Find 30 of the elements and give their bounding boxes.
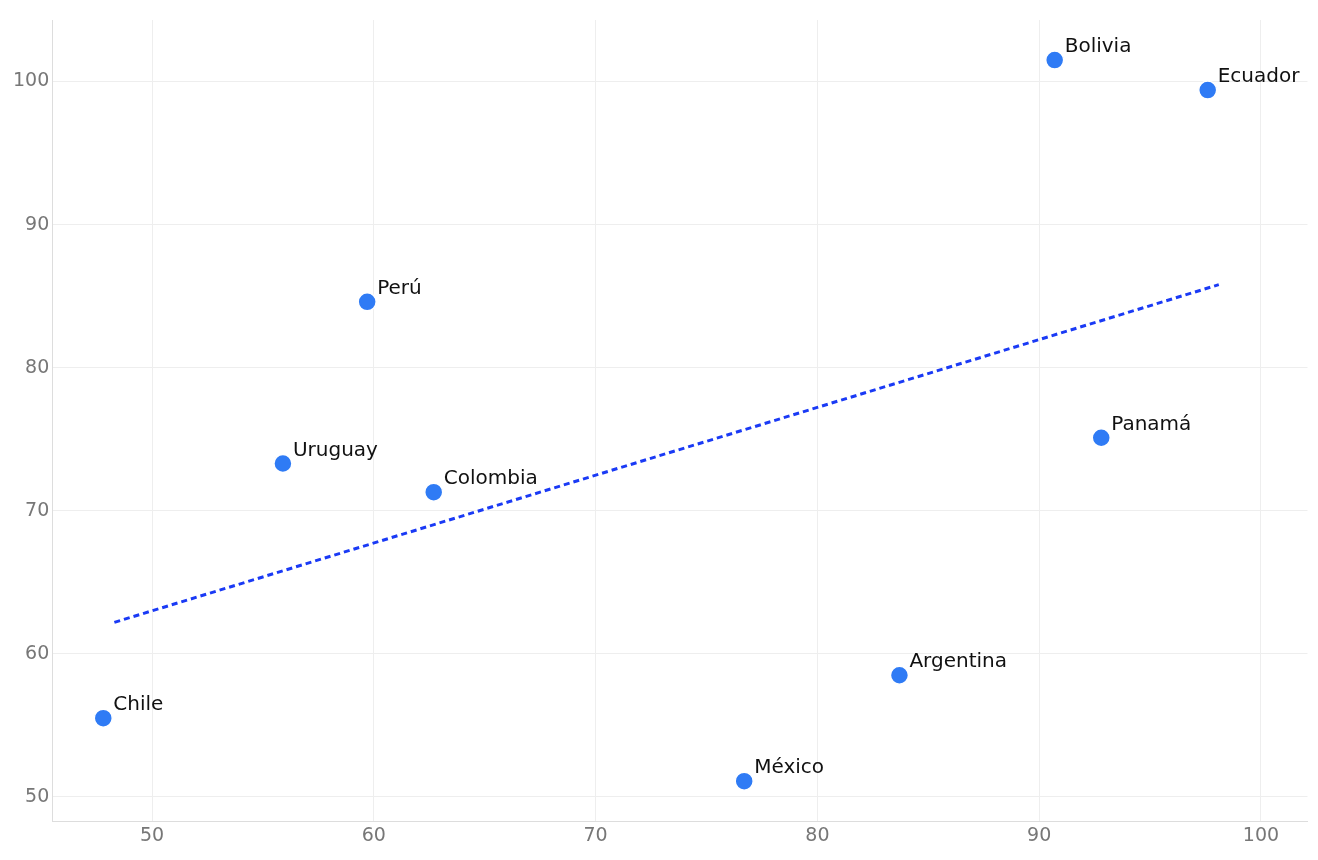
point [734, 771, 754, 791]
annotation: Colombia [443, 465, 538, 490]
point [889, 665, 910, 686]
y-tick-label: 70 [25, 497, 50, 520]
point [357, 292, 377, 312]
annotation: Uruguay [292, 436, 379, 461]
annotation: Argentina [909, 648, 1007, 673]
x-tick-label: 90 [1027, 822, 1052, 845]
y-tick-label: 90 [25, 211, 50, 234]
annotation: Bolivia [1064, 33, 1132, 58]
annotation: Chile [113, 691, 164, 716]
y-tick-label: 50 [25, 783, 50, 806]
x-tick-label: 50 [139, 822, 165, 845]
point [423, 482, 444, 502]
annotation: Panamá [1111, 410, 1192, 435]
y-tick-label: 80 [25, 354, 50, 377]
y-tick-label: 100 [13, 68, 50, 91]
point [1044, 50, 1065, 70]
annotation: Perú [377, 275, 422, 300]
x-tick-label: 80 [805, 822, 830, 845]
x-tick-label: 60 [361, 822, 386, 845]
annotation: Ecuador [1217, 63, 1301, 88]
point [273, 453, 293, 474]
point [93, 708, 114, 728]
y-tick-label: 60 [25, 640, 50, 663]
x-tick-label: 100 [1242, 822, 1280, 845]
annotation: México [754, 754, 825, 779]
point [1197, 80, 1218, 100]
point [1091, 428, 1111, 448]
x-tick-label: 70 [583, 822, 608, 845]
